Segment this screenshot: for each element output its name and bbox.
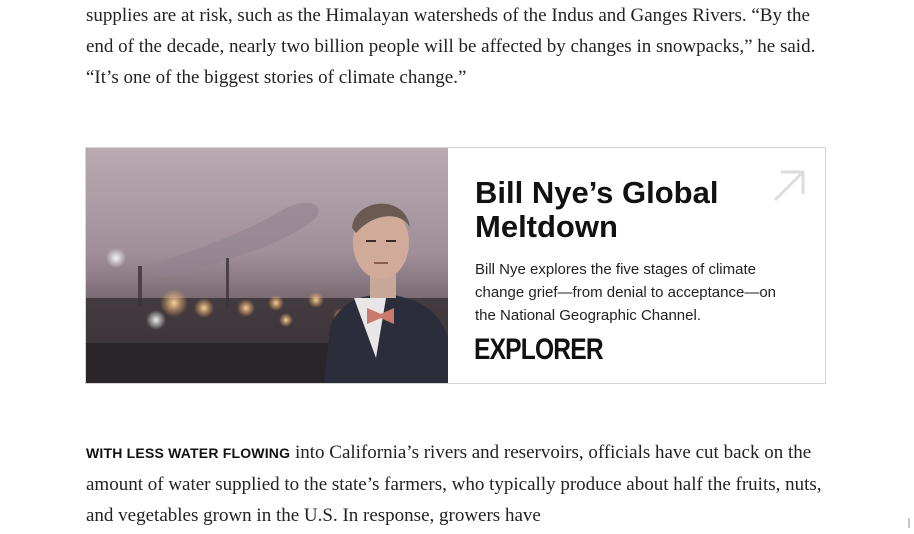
promo-image bbox=[86, 148, 448, 383]
paragraph-lede: WITH LESS WATER FLOWING bbox=[86, 445, 291, 461]
promo-title[interactable]: Bill Nye’s Global Meltdown bbox=[475, 175, 719, 244]
promo-description: Bill Nye explores the five stages of cli… bbox=[475, 261, 777, 324]
scrollbar[interactable] bbox=[908, 518, 910, 528]
paragraph-text: into California’s rivers and reservoirs,… bbox=[86, 442, 822, 526]
arrow-up-right-icon bbox=[773, 170, 805, 202]
article-paragraph: supplies are at risk, such as the Himala… bbox=[86, 5, 816, 88]
promo-text: Bill Nye’s Global Meltdown Bill Nye expl… bbox=[448, 148, 825, 383]
explorer-logo: EXPLORER bbox=[474, 333, 604, 366]
promo-card[interactable]: Bill Nye’s Global Meltdown Bill Nye expl… bbox=[85, 147, 826, 384]
article-paragraph: WITH LESS WATER FLOWING into California’… bbox=[86, 437, 826, 531]
